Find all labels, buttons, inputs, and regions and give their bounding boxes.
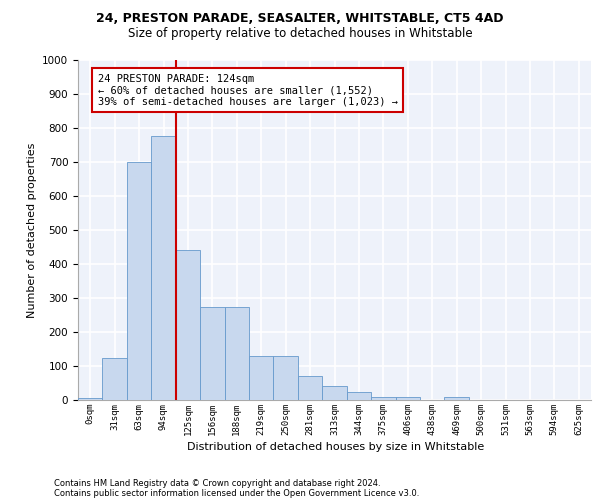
Bar <box>322 386 347 400</box>
Bar <box>103 358 127 400</box>
Bar <box>176 250 200 400</box>
Bar <box>151 136 176 400</box>
Text: 24 PRESTON PARADE: 124sqm
← 60% of detached houses are smaller (1,552)
39% of se: 24 PRESTON PARADE: 124sqm ← 60% of detac… <box>98 74 398 107</box>
Bar <box>274 356 298 400</box>
Bar <box>395 396 420 400</box>
Bar <box>371 396 395 400</box>
Bar <box>200 306 224 400</box>
Bar <box>224 306 249 400</box>
Bar <box>347 392 371 400</box>
Text: Size of property relative to detached houses in Whitstable: Size of property relative to detached ho… <box>128 28 472 40</box>
Bar <box>127 162 151 400</box>
Bar <box>445 396 469 400</box>
Text: 24, PRESTON PARADE, SEASALTER, WHITSTABLE, CT5 4AD: 24, PRESTON PARADE, SEASALTER, WHITSTABL… <box>96 12 504 26</box>
Text: Contains public sector information licensed under the Open Government Licence v3: Contains public sector information licen… <box>54 488 419 498</box>
Text: Distribution of detached houses by size in Whitstable: Distribution of detached houses by size … <box>187 442 485 452</box>
Bar <box>298 376 322 400</box>
Bar <box>249 356 274 400</box>
Y-axis label: Number of detached properties: Number of detached properties <box>26 142 37 318</box>
Bar <box>78 398 103 400</box>
Text: Contains HM Land Registry data © Crown copyright and database right 2024.: Contains HM Land Registry data © Crown c… <box>54 478 380 488</box>
